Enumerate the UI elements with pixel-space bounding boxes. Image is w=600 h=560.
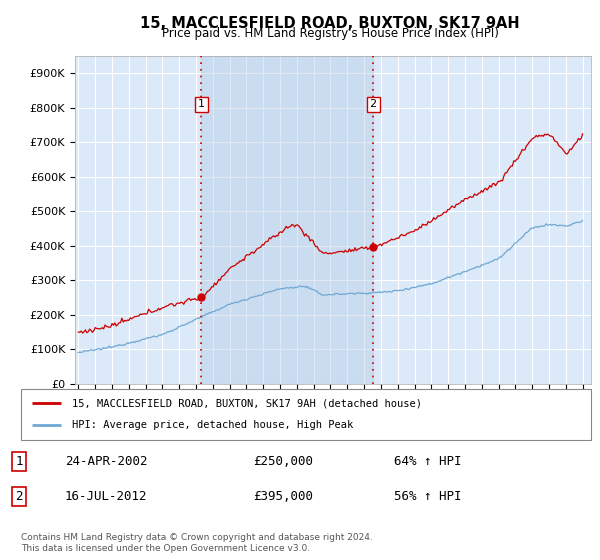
Text: Price paid vs. HM Land Registry's House Price Index (HPI): Price paid vs. HM Land Registry's House …: [161, 27, 499, 40]
Text: 56% ↑ HPI: 56% ↑ HPI: [394, 489, 461, 503]
FancyBboxPatch shape: [21, 389, 591, 440]
Text: HPI: Average price, detached house, High Peak: HPI: Average price, detached house, High…: [73, 421, 353, 431]
Text: 1: 1: [198, 99, 205, 109]
Text: 24-APR-2002: 24-APR-2002: [65, 455, 148, 468]
Text: 2: 2: [370, 99, 377, 109]
Text: £395,000: £395,000: [253, 489, 313, 503]
Text: 1: 1: [15, 455, 23, 468]
Bar: [201, 56, 373, 384]
Text: 64% ↑ HPI: 64% ↑ HPI: [394, 455, 461, 468]
Text: £250,000: £250,000: [253, 455, 313, 468]
Text: 16-JUL-2012: 16-JUL-2012: [65, 489, 148, 503]
Text: 2: 2: [15, 489, 23, 503]
Text: 15, MACCLESFIELD ROAD, BUXTON, SK17 9AH (detached house): 15, MACCLESFIELD ROAD, BUXTON, SK17 9AH …: [73, 398, 422, 408]
Text: 15, MACCLESFIELD ROAD, BUXTON, SK17 9AH: 15, MACCLESFIELD ROAD, BUXTON, SK17 9AH: [140, 16, 520, 31]
Text: Contains HM Land Registry data © Crown copyright and database right 2024.
This d: Contains HM Land Registry data © Crown c…: [21, 533, 373, 553]
